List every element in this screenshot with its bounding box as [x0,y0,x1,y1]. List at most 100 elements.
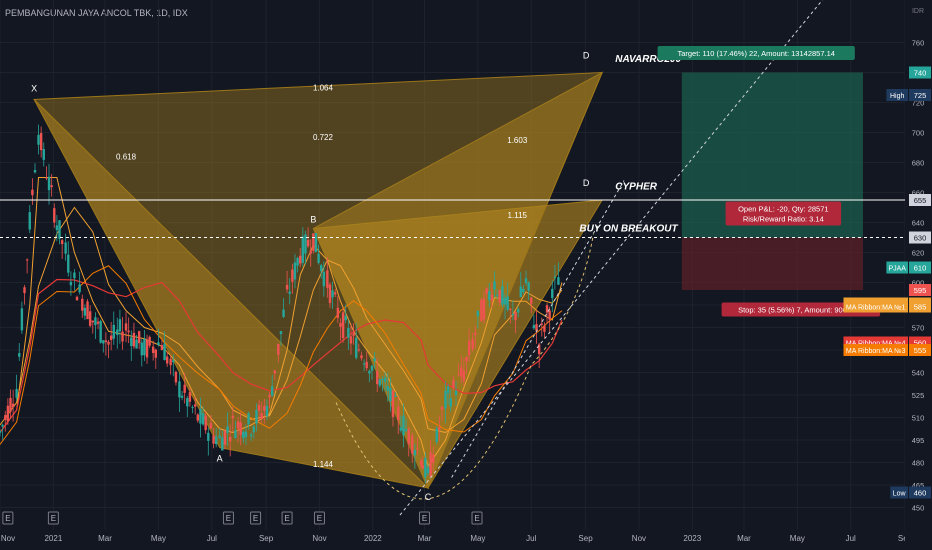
candle-body [180,395,184,398]
candle-body [282,309,285,317]
earnings-marker: E [281,511,293,525]
candle-body [537,344,541,355]
buy-on-breakout-label: BUY ON BREAKOUT [579,224,678,235]
candle-body [407,428,410,445]
candle-body [154,349,157,358]
ma-line-4 [0,278,563,433]
candle-body [370,365,374,371]
candle-body [218,435,221,438]
candle-body [511,313,515,316]
y-axis-panel [905,0,932,550]
candle-body [495,294,499,296]
candle-body [543,325,546,332]
y-tick-label: 660 [912,189,925,198]
candle-body [424,457,427,478]
price-label-bg [909,300,931,313]
candle-body [23,287,26,294]
candle-body [509,308,512,310]
candle-body [532,325,536,329]
candle-body [163,343,166,361]
candle-body [413,450,417,456]
price-label: 555 MA Ribbon:MA №3 [843,344,931,356]
price-label-value: 560 [914,339,927,348]
candle-body [446,386,450,394]
candle-body [381,379,384,381]
ratio-label: 1.603 [507,136,528,145]
x-tick-label: Nov [632,534,646,543]
price-label: 460 Low [890,486,931,499]
candle-body [188,392,192,402]
earnings-marker-box [47,511,59,525]
candle-body [545,305,549,313]
candle-body [357,349,361,351]
y-tick-label: 720 [912,99,925,108]
candle-body [244,431,248,437]
candle-body [37,134,40,145]
candle-body [160,345,164,350]
candle-body [474,332,477,335]
candle-body [223,430,227,445]
price-label-bg [909,486,931,499]
candle-body [465,356,468,362]
currency-label: IDR [912,8,924,15]
candle-body [279,331,283,335]
candle-body [104,340,108,343]
open-pnl-label-text: Open P&L: -20, Qty: 28571 [738,205,828,214]
candle-body [143,338,146,356]
candle-body [397,406,400,421]
earnings-marker: E [471,511,483,525]
x-tick-label: Jul [846,534,856,543]
candle-body [467,341,471,356]
candle-body [503,297,507,305]
earnings-marker-box [281,511,293,525]
candle-body [419,460,423,466]
open-pnl-label-text: Risk/Reward Ratio: 3.14 [743,215,824,224]
candle-body [221,437,224,451]
candle-body [31,189,34,196]
y-tick-label: 495 [912,436,925,445]
candle-body [137,331,141,344]
earnings-marker-box [418,511,430,525]
target-label-text: Target: 110 (17.46%) 22, Amount: 1314285… [677,49,834,58]
candle-body [553,276,557,279]
price-label: 595 [909,284,931,296]
candle-body [242,431,245,439]
y-tick-label: 700 [912,129,925,138]
price-label-value: 555 [914,346,927,355]
candle-body [18,353,21,357]
price-label-tag-bg [843,344,908,356]
x-tick-label: 2021 [44,534,62,543]
pattern-point-b: B [310,215,316,225]
candle-body [493,281,496,290]
candle-body [112,324,115,339]
candle-body [271,386,274,396]
candle-body [516,309,520,313]
earnings-marker-box [471,511,483,525]
candle-body [432,454,435,463]
candle-body [273,370,277,374]
candle-body [148,336,151,346]
candle-body [183,384,186,393]
price-label-value: 630 [914,234,927,243]
stop-label-text: Stop: 35 (5.56%) 7, Amount: 9000000 [738,306,864,315]
price-label-tag-bg [886,89,908,101]
candle-body [4,415,7,420]
candle-body [299,255,302,264]
earnings-marker-label: E [253,514,258,523]
price-label-tag: High [890,93,905,100]
candle-body [25,259,29,261]
candle-body [226,426,229,433]
candle-body [15,389,18,398]
candle-body [172,360,175,363]
price-label: 725 High [886,89,931,101]
earnings-marker: E [2,511,14,525]
earnings-marker-box [250,511,262,525]
y-tick-label: 620 [912,249,925,258]
x-tick-label: 2022 [364,534,382,543]
candle-body [352,333,355,336]
candle-body [440,407,444,410]
candle-body [33,169,37,173]
candle-body [132,332,136,347]
candle-body [326,270,329,288]
